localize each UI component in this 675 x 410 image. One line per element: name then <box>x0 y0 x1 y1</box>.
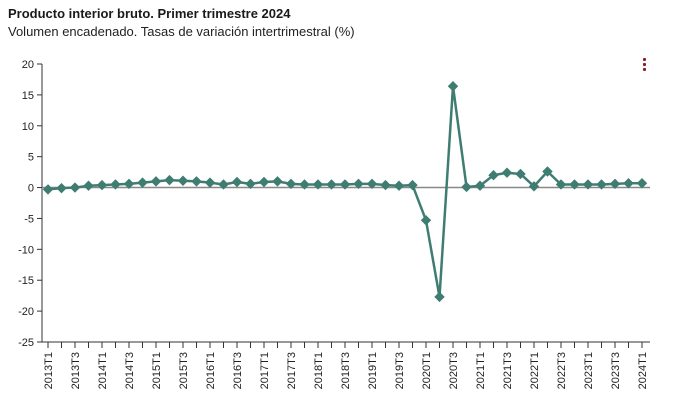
data-point <box>407 179 418 191</box>
x-tick-label: 2022T1 <box>529 352 541 389</box>
data-point <box>528 181 540 192</box>
data-point <box>312 179 324 190</box>
data-point <box>245 178 256 190</box>
data-point <box>636 178 648 189</box>
data-point <box>177 175 189 186</box>
data-point <box>42 184 54 195</box>
data-point <box>434 291 445 303</box>
data-point <box>218 179 229 190</box>
vertical-ellipsis-icon[interactable] <box>640 58 648 74</box>
x-tick-label: 2019T3 <box>394 352 406 389</box>
data-point <box>83 180 94 191</box>
x-tick-label: 2023T3 <box>610 352 622 389</box>
x-tick-label: 2018T3 <box>340 352 352 389</box>
data-point <box>609 178 621 190</box>
data-point <box>353 178 364 190</box>
data-point <box>299 179 310 190</box>
data-point <box>339 179 351 190</box>
data-point <box>380 179 391 191</box>
data-point <box>474 180 486 191</box>
data-point <box>150 176 162 187</box>
data-point <box>204 177 216 188</box>
x-tick-label: 2015T1 <box>151 352 163 389</box>
x-tick-label: 2013T3 <box>70 352 82 389</box>
data-point <box>623 178 634 189</box>
x-tick-label: 2019T1 <box>367 352 379 389</box>
data-point <box>56 182 67 194</box>
y-tick-label: -20 <box>18 306 34 318</box>
y-tick-label: 5 <box>28 152 34 164</box>
data-point <box>542 166 553 177</box>
data-point <box>488 169 499 181</box>
x-tick-label: 2014T1 <box>97 352 109 389</box>
data-point <box>366 178 378 190</box>
data-point <box>515 168 526 180</box>
data-point <box>191 176 202 187</box>
x-tick-label: 2013T1 <box>43 352 55 389</box>
data-point <box>137 177 148 188</box>
x-tick-label: 2016T3 <box>232 352 244 389</box>
x-tick-label: 2021T3 <box>502 352 514 389</box>
x-tick-label: 2024T1 <box>637 352 649 389</box>
x-tick-label: 2016T1 <box>205 352 217 389</box>
x-tick-label: 2020T3 <box>448 352 460 389</box>
data-point <box>582 179 594 190</box>
chart-subtitle: Volumen encadenado. Tasas de variación i… <box>8 24 355 39</box>
x-tick-label: 2017T3 <box>286 352 298 389</box>
data-point <box>258 176 270 188</box>
data-point <box>420 215 432 226</box>
y-tick-label: 15 <box>22 90 34 102</box>
data-point <box>123 178 135 190</box>
x-tick-label: 2023T1 <box>583 352 595 389</box>
y-tick-label: 0 <box>28 183 34 195</box>
x-tick-label: 2014T3 <box>124 352 136 389</box>
data-point <box>96 179 108 191</box>
chart-title: Producto interior bruto. Primer trimestr… <box>8 6 291 21</box>
y-tick-label: -15 <box>18 275 34 287</box>
data-point <box>461 181 472 193</box>
data-point <box>69 182 81 193</box>
data-point <box>596 179 607 190</box>
x-tick-label: 2021T1 <box>475 352 487 389</box>
y-tick-label: -25 <box>18 337 34 349</box>
x-tick-label: 2020T1 <box>421 352 433 389</box>
y-tick-label: -10 <box>18 244 34 256</box>
data-point <box>555 179 567 190</box>
data-point <box>501 167 513 178</box>
data-point <box>231 176 243 188</box>
x-tick-label: 2017T1 <box>259 352 271 389</box>
x-tick-label: 2015T3 <box>178 352 190 389</box>
data-point <box>164 174 175 186</box>
data-point <box>447 81 459 92</box>
y-tick-label: 10 <box>22 121 34 133</box>
data-point <box>285 178 297 190</box>
y-tick-label: 20 <box>22 59 34 71</box>
data-point <box>110 179 121 190</box>
y-tick-label: -5 <box>24 213 34 225</box>
series-line <box>47 84 642 299</box>
data-point <box>393 180 405 191</box>
data-point <box>272 176 283 187</box>
x-tick-label: 2018T1 <box>313 352 325 389</box>
x-tick-label: 2022T3 <box>556 352 568 389</box>
data-point <box>569 179 580 190</box>
data-point <box>326 179 337 190</box>
